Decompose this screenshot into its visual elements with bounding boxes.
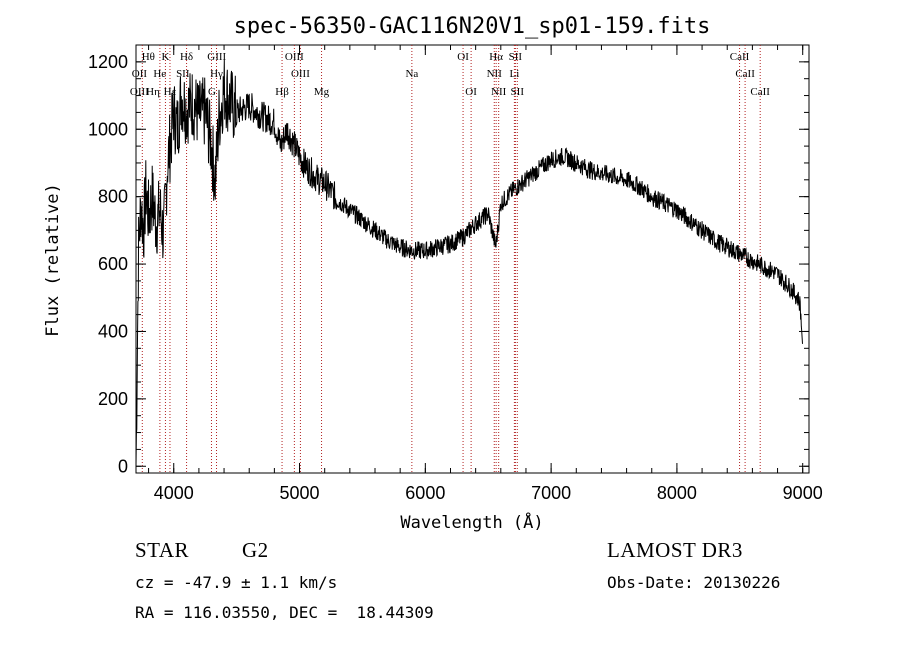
x-tick-label-4: 8000: [657, 483, 697, 503]
x-tick-label-1: 5000: [280, 483, 320, 503]
x-axis-label: Wavelength (Å): [400, 511, 543, 533]
x-tick-label-2: 6000: [405, 483, 445, 503]
line-label-8: CaII: [730, 51, 750, 63]
line-label-2: Hδ: [180, 51, 193, 63]
spectrum-line: [135, 59, 803, 467]
line-label-6: Hα: [489, 51, 503, 63]
redshift-cz: cz = -47.9 ± 1.1 km/s: [135, 573, 338, 592]
line-label-19: Hη: [146, 86, 160, 98]
line-label-1: K: [161, 51, 169, 63]
line-label-24: OI: [465, 86, 477, 98]
line-label-4: OIII: [285, 51, 304, 63]
line-label-27: CaII: [750, 86, 770, 98]
spectral-line-marks: [141, 45, 761, 473]
y-tick-label-6: 1200: [88, 52, 128, 72]
plot-frame: [135, 44, 810, 474]
line-label-5: OI: [457, 51, 469, 63]
y-tick-label-5: 1000: [88, 119, 128, 139]
y-tick-label-3: 600: [98, 254, 128, 274]
line-label-25: NII: [491, 86, 507, 98]
line-label-16: Li: [509, 68, 519, 80]
line-label-14: Na: [405, 68, 418, 80]
x-axis-ticks: 4000 5000 6000 7000 8000 9000: [148, 45, 823, 503]
ra-dec-coords: RA = 116.03550, DEC = 18.44309: [135, 603, 434, 622]
y-tick-label-1: 200: [98, 389, 128, 409]
x-tick-label-3: 7000: [531, 483, 571, 503]
observation-date: Obs-Date: 20130226: [607, 573, 781, 592]
object-class: STAR: [135, 538, 189, 562]
line-label-0: Hθ: [142, 51, 155, 63]
line-label-17: CaII: [735, 68, 755, 80]
line-label-9: OII: [132, 68, 148, 80]
line-label-3: GIII: [207, 51, 226, 63]
y-tick-label-2: 400: [98, 321, 128, 341]
chart-title: spec-56350-GAC116N20V1_sp01-159.fits: [234, 14, 711, 39]
line-label-7: SII: [509, 51, 523, 63]
line-label-15: NII: [487, 68, 503, 80]
line-label-12: Hγ: [210, 68, 223, 80]
spectral-line-labels: Hθ K Hδ GIII OIII OI Hα SII CaII OII He SII Hγ OIII Na…: [130, 51, 770, 98]
line-label-13: OIII: [291, 68, 310, 80]
x-tick-label-5: 9000: [783, 483, 823, 503]
line-label-10: He: [153, 68, 166, 80]
object-subclass: G2: [242, 538, 269, 562]
x-tick-label-0: 4000: [154, 483, 194, 503]
line-label-23: Mg: [314, 86, 330, 98]
line-label-26: SII: [511, 86, 525, 98]
y-axis-ticks: 0 200 400 600 800 1000 1200: [88, 52, 809, 476]
y-tick-label-0: 0: [118, 456, 128, 476]
line-label-11: SII: [176, 68, 190, 80]
line-label-21: G: [208, 86, 216, 98]
line-label-18: OIII: [130, 86, 149, 98]
survey-name: LAMOST DR3: [607, 538, 743, 562]
line-label-20: Hε: [164, 86, 177, 98]
y-axis-label: Flux (relative): [43, 183, 63, 337]
line-label-22: Hβ: [275, 86, 289, 98]
y-tick-label-4: 800: [98, 187, 128, 207]
